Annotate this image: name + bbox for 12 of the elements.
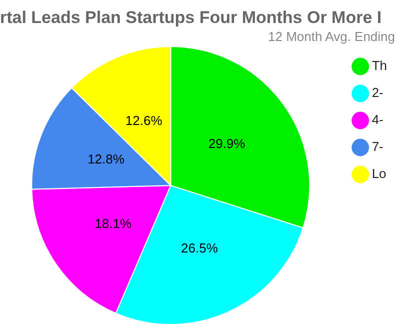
data-label: 29.9% <box>208 136 246 152</box>
data-label: 12.8% <box>88 152 125 167</box>
legend-label: 4- <box>372 112 384 128</box>
legend-label: Lo <box>372 166 386 182</box>
chart-subtitle: 12 Month Avg. Ending <box>267 28 396 46</box>
data-label: 18.1% <box>94 216 132 232</box>
legend-label: 7- <box>372 139 384 154</box>
chart-title: rtal Leads Plan Startups Four Months Or More I <box>0 7 383 28</box>
legend-label: 2- <box>372 85 384 100</box>
data-label: 12.6% <box>125 112 163 128</box>
legend-label: Th <box>372 58 387 74</box>
data-label: 26.5% <box>181 240 218 256</box>
